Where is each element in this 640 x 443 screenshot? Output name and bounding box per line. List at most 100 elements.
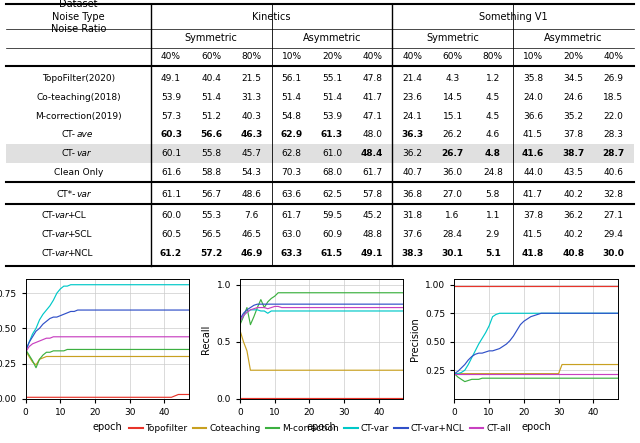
Text: 45.7: 45.7 [241, 149, 262, 158]
Text: CT*-: CT*- [56, 190, 76, 198]
Text: 4.5: 4.5 [486, 93, 500, 102]
Text: var: var [77, 149, 92, 158]
Text: 20%: 20% [322, 52, 342, 62]
Text: 30.1: 30.1 [442, 249, 463, 258]
Text: 35.2: 35.2 [563, 112, 583, 120]
Text: 80%: 80% [241, 52, 262, 62]
Text: CT-: CT- [41, 230, 55, 239]
Text: 62.8: 62.8 [282, 149, 301, 158]
Text: 36.2: 36.2 [403, 149, 422, 158]
Text: var: var [55, 249, 70, 258]
Text: TopoFilter(2020): TopoFilter(2020) [42, 74, 115, 83]
Bar [6, 144, 634, 163]
Text: Dataset
Noise Type
Noise Ratio: Dataset Noise Type Noise Ratio [51, 0, 106, 34]
Text: 1.2: 1.2 [486, 74, 500, 83]
Text: 60%: 60% [201, 52, 221, 62]
Text: 40.8: 40.8 [562, 249, 584, 258]
Text: 36.0: 36.0 [442, 168, 463, 177]
Text: 48.6: 48.6 [241, 190, 262, 198]
Text: 61.7: 61.7 [362, 168, 382, 177]
Text: 56.6: 56.6 [200, 130, 222, 140]
Text: 55.8: 55.8 [201, 149, 221, 158]
Text: 26.9: 26.9 [604, 74, 623, 83]
Text: 61.2: 61.2 [160, 249, 182, 258]
Text: 15.1: 15.1 [442, 112, 463, 120]
Text: Symmetric: Symmetric [426, 33, 479, 43]
Text: 43.5: 43.5 [563, 168, 583, 177]
Text: 31.3: 31.3 [241, 93, 262, 102]
Text: 36.3: 36.3 [401, 130, 424, 140]
Text: 5.1: 5.1 [485, 249, 500, 258]
Text: Something V1: Something V1 [479, 12, 547, 22]
Text: 54.3: 54.3 [241, 168, 262, 177]
Text: 24.1: 24.1 [403, 112, 422, 120]
Text: 57.2: 57.2 [200, 249, 223, 258]
Text: 61.3: 61.3 [321, 130, 343, 140]
X-axis label: epoch: epoch [521, 422, 551, 432]
Text: 26.7: 26.7 [442, 149, 464, 158]
Text: +CL: +CL [67, 211, 86, 221]
Text: var: var [55, 211, 70, 221]
Text: 18.5: 18.5 [604, 93, 623, 102]
Text: 57.8: 57.8 [362, 190, 382, 198]
Text: 4.5: 4.5 [486, 112, 500, 120]
Text: Kinetics: Kinetics [252, 12, 291, 22]
Text: 70.3: 70.3 [282, 168, 302, 177]
Text: 59.5: 59.5 [322, 211, 342, 221]
Text: 61.1: 61.1 [161, 190, 181, 198]
Text: 27.1: 27.1 [604, 211, 623, 221]
Text: 26.2: 26.2 [443, 130, 463, 140]
Text: 21.5: 21.5 [241, 74, 262, 83]
Text: 41.7: 41.7 [362, 93, 382, 102]
Text: 20%: 20% [563, 52, 583, 62]
Text: 35.8: 35.8 [523, 74, 543, 83]
Text: 58.8: 58.8 [201, 168, 221, 177]
Text: 31.8: 31.8 [403, 211, 422, 221]
Text: ave: ave [77, 130, 93, 140]
Text: 55.1: 55.1 [322, 74, 342, 83]
Text: 2.9: 2.9 [486, 230, 500, 239]
Text: 4.3: 4.3 [445, 74, 460, 83]
Text: 60.3: 60.3 [160, 130, 182, 140]
Text: +SCL: +SCL [67, 230, 92, 239]
Text: 51.4: 51.4 [282, 93, 301, 102]
Text: 24.0: 24.0 [523, 93, 543, 102]
Text: Symmetric: Symmetric [185, 33, 237, 43]
Text: 7.6: 7.6 [244, 211, 259, 221]
Text: 56.7: 56.7 [201, 190, 221, 198]
Text: var: var [77, 190, 92, 198]
Text: 4.8: 4.8 [485, 149, 501, 158]
Text: 32.8: 32.8 [604, 190, 623, 198]
Text: Asymmetric: Asymmetric [303, 33, 361, 43]
Text: 21.4: 21.4 [403, 74, 422, 83]
X-axis label: epoch: epoch [92, 422, 122, 432]
Text: 60%: 60% [442, 52, 463, 62]
Text: 62.9: 62.9 [280, 130, 303, 140]
Text: 38.7: 38.7 [562, 149, 584, 158]
Text: 37.8: 37.8 [563, 130, 583, 140]
Text: 45.2: 45.2 [362, 211, 382, 221]
Text: 61.5: 61.5 [321, 249, 343, 258]
Text: 23.6: 23.6 [403, 93, 422, 102]
Text: 28.3: 28.3 [604, 130, 623, 140]
Text: 60.9: 60.9 [322, 230, 342, 239]
Text: 53.9: 53.9 [161, 93, 181, 102]
Text: 40%: 40% [604, 52, 623, 62]
Text: 56.5: 56.5 [201, 230, 221, 239]
Text: Co-teaching(2018): Co-teaching(2018) [36, 93, 121, 102]
Text: 41.6: 41.6 [522, 149, 544, 158]
Text: 1.6: 1.6 [445, 211, 460, 221]
Text: CT-: CT- [61, 130, 76, 140]
Text: 40%: 40% [161, 52, 181, 62]
Text: var: var [55, 230, 70, 239]
Text: 46.5: 46.5 [241, 230, 262, 239]
Text: 41.7: 41.7 [523, 190, 543, 198]
Text: 4.6: 4.6 [486, 130, 500, 140]
Text: 55.3: 55.3 [201, 211, 221, 221]
Text: 40.4: 40.4 [202, 74, 221, 83]
Text: 47.8: 47.8 [362, 74, 382, 83]
Text: 51.2: 51.2 [201, 112, 221, 120]
Text: 29.4: 29.4 [604, 230, 623, 239]
Text: 24.6: 24.6 [563, 93, 583, 102]
Text: 10%: 10% [282, 52, 302, 62]
